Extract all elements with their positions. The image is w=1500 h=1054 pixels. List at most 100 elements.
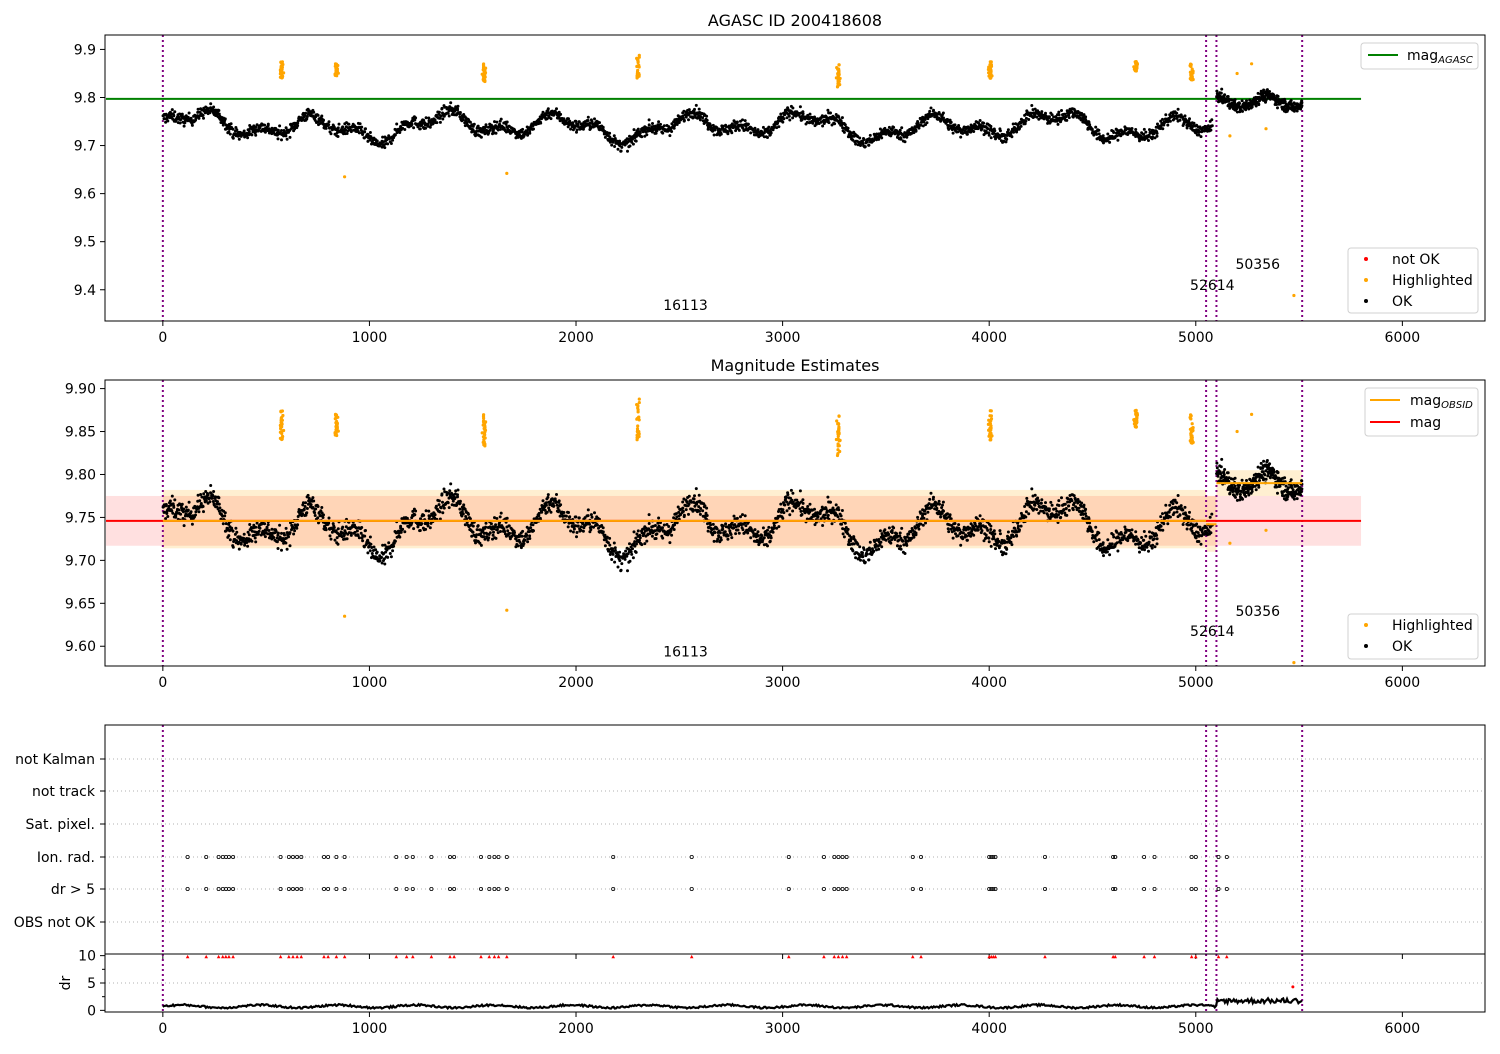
highlighted-point bbox=[1133, 65, 1136, 68]
ok-point bbox=[681, 501, 684, 504]
ok-point bbox=[724, 522, 727, 525]
ok-point bbox=[542, 499, 545, 502]
ok-point bbox=[303, 508, 306, 511]
ok-point bbox=[757, 534, 760, 537]
ok-point bbox=[813, 508, 816, 511]
ok-point bbox=[1142, 133, 1145, 136]
ok-point bbox=[238, 548, 241, 551]
ok-point bbox=[403, 530, 406, 533]
ok-point bbox=[577, 525, 580, 528]
ok-point bbox=[369, 536, 372, 539]
ok-point bbox=[924, 118, 927, 121]
ok-point bbox=[593, 117, 596, 120]
ok-point bbox=[229, 133, 232, 136]
ok-point bbox=[398, 536, 401, 539]
ok-point bbox=[1238, 102, 1241, 105]
x-tick-label: 3000 bbox=[765, 330, 801, 346]
ok-point bbox=[256, 522, 259, 525]
ok-point bbox=[424, 127, 427, 130]
ok-point bbox=[217, 109, 220, 112]
legend-marker-swatch bbox=[1364, 299, 1368, 303]
highlighted-point bbox=[282, 71, 285, 74]
ok-point bbox=[1144, 131, 1147, 134]
ok-point bbox=[635, 140, 638, 143]
ok-point bbox=[788, 119, 791, 122]
ok-point bbox=[1276, 106, 1279, 109]
ok-point bbox=[232, 137, 235, 140]
ok-point bbox=[286, 138, 289, 141]
ok-point bbox=[840, 514, 843, 517]
ok-point bbox=[617, 566, 620, 569]
ok-point bbox=[263, 522, 266, 525]
ok-point bbox=[329, 534, 332, 537]
ok-point bbox=[197, 108, 200, 111]
ok-point bbox=[312, 111, 315, 114]
ok-point bbox=[767, 126, 770, 129]
ok-point bbox=[278, 124, 281, 127]
obsid-annotation: 50356 bbox=[1235, 257, 1280, 273]
ok-point bbox=[439, 121, 442, 124]
ok-point bbox=[1030, 104, 1033, 107]
ok-point bbox=[608, 544, 611, 547]
ok-point bbox=[547, 107, 550, 110]
ok-point bbox=[360, 526, 363, 529]
ok-point bbox=[434, 513, 437, 516]
x-tick-label: 6000 bbox=[1385, 330, 1421, 346]
ok-point bbox=[604, 534, 607, 537]
ok-point bbox=[229, 538, 232, 541]
ok-point bbox=[637, 529, 640, 532]
ok-point bbox=[248, 533, 251, 536]
ok-point bbox=[202, 117, 205, 120]
ok-point bbox=[182, 510, 185, 513]
ok-point bbox=[268, 529, 271, 532]
highlighted-point bbox=[988, 63, 991, 66]
ok-point bbox=[441, 107, 444, 110]
ok-point bbox=[347, 123, 350, 126]
ok-point bbox=[610, 558, 613, 561]
ok-point bbox=[419, 127, 422, 130]
ok-point bbox=[369, 131, 372, 134]
ok-point bbox=[218, 506, 221, 509]
ok-point bbox=[824, 514, 827, 517]
ok-point bbox=[414, 116, 417, 119]
ok-point bbox=[240, 543, 243, 546]
ok-point bbox=[736, 517, 739, 520]
x-tick-label: 5000 bbox=[1178, 330, 1214, 346]
ok-point bbox=[376, 139, 379, 142]
ok-point bbox=[831, 522, 834, 525]
ok-point bbox=[673, 528, 676, 531]
ok-point bbox=[741, 528, 744, 531]
ok-point bbox=[447, 501, 450, 504]
x-tick-label: 1000 bbox=[352, 330, 388, 346]
ok-point bbox=[1245, 99, 1248, 102]
ok-point bbox=[304, 501, 307, 504]
ok-point bbox=[683, 514, 686, 517]
ok-point bbox=[287, 535, 290, 538]
ok-point bbox=[539, 122, 542, 125]
ok-point bbox=[1241, 99, 1244, 102]
ok-point bbox=[490, 522, 493, 525]
ok-point bbox=[500, 118, 503, 121]
ok-point bbox=[376, 551, 379, 554]
ok-point bbox=[624, 558, 627, 561]
ok-point bbox=[472, 525, 475, 528]
ok-point bbox=[356, 529, 359, 532]
ok-point bbox=[232, 546, 235, 549]
ok-point bbox=[1007, 128, 1010, 131]
ok-point bbox=[706, 522, 709, 525]
ok-point bbox=[198, 499, 201, 502]
ok-point bbox=[791, 492, 794, 495]
ok-point bbox=[1060, 109, 1063, 112]
ok-point bbox=[387, 541, 390, 544]
ok-point bbox=[166, 120, 169, 123]
ok-point bbox=[620, 569, 623, 572]
ok-point bbox=[341, 526, 344, 529]
ok-point bbox=[726, 538, 729, 541]
ok-point bbox=[706, 514, 709, 517]
ok-point bbox=[346, 537, 349, 540]
ok-point bbox=[781, 508, 784, 511]
highlighted-point bbox=[482, 63, 485, 66]
ok-point bbox=[263, 124, 266, 127]
ok-point bbox=[596, 524, 599, 527]
